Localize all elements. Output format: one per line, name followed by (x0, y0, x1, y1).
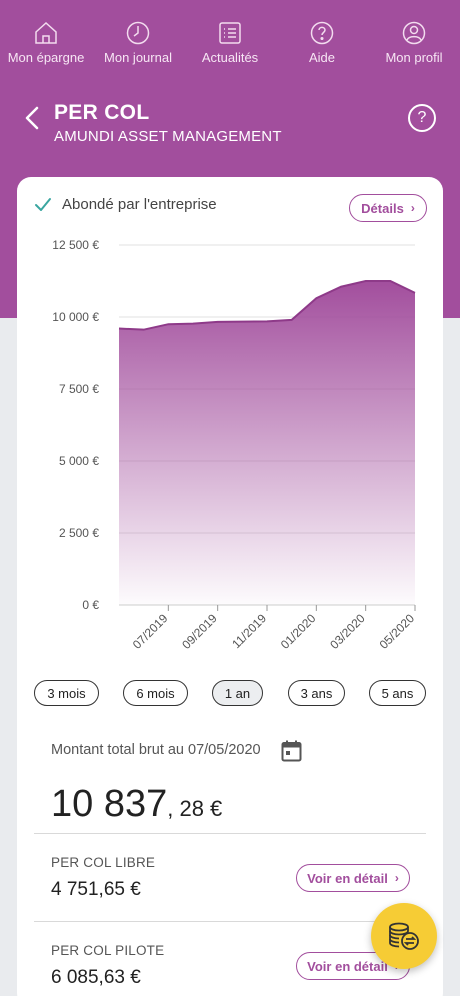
period-3-ans[interactable]: 3 ans (288, 680, 345, 706)
evolution-chart: 0 € 2 500 € 5 000 € 7 500 € 10 000 € 12 500 €… (17, 230, 443, 670)
chevron-right-icon: › (410, 201, 415, 215)
check-icon (35, 197, 51, 211)
divider (34, 833, 426, 834)
nav-item-mon-epargne[interactable]: Mon épargne (0, 0, 92, 72)
nav-item-aide[interactable]: Aide (276, 0, 368, 72)
details-label: Détails (361, 200, 404, 216)
voir-detail-label: Voir en détail (307, 870, 388, 886)
y-tick-label: 7 500 € (59, 382, 99, 396)
nav-label: Mon profil (385, 50, 443, 65)
clock-icon (126, 21, 150, 45)
abonde-text: Abondé par l'entreprise (62, 196, 217, 213)
series-area (119, 281, 415, 605)
y-tick-label: 0 € (82, 598, 99, 612)
abonde-indicator: Abondé par l'entreprise (34, 196, 217, 213)
period-3-mois[interactable]: 3 mois (34, 680, 99, 706)
news-list-icon (219, 22, 241, 44)
fund-value: 6 085,63 € (51, 967, 141, 988)
calendar-icon[interactable] (281, 740, 302, 762)
x-tick-label: 05/2020 (377, 611, 418, 652)
area-chart: 0 € 2 500 € 5 000 € 7 500 € 10 000 € 12 500 €… (52, 238, 418, 652)
fund-name: PER COL PILOTE (51, 943, 165, 958)
x-tick-label: 03/2020 (327, 611, 368, 652)
back-arrow-icon[interactable] (20, 104, 44, 132)
total-label: Montant total brut au 07/05/2020 (51, 742, 261, 758)
x-tick-label: 07/2019 (130, 611, 171, 652)
period-5-ans[interactable]: 5 ans (369, 680, 426, 706)
voir-detail-button[interactable]: Voir en détail › (296, 864, 410, 892)
fund-value: 4 751,65 € (51, 879, 141, 900)
y-tick-label: 2 500 € (59, 526, 99, 540)
divider (34, 921, 426, 922)
coins-exchange-icon (389, 922, 419, 950)
nav-item-mon-journal[interactable]: Mon journal (92, 0, 184, 72)
total-amount: 10 837, 28 € (51, 783, 222, 826)
x-tick-label: 01/2020 (278, 611, 319, 652)
period-selector: 3 mois 6 mois 1 an 3 ans 5 ans (0, 680, 460, 708)
arbitrage-fab[interactable] (371, 903, 437, 969)
top-navigation: Mon épargne Mon journal Actualités Aide … (0, 0, 460, 72)
help-button[interactable]: ? (408, 104, 436, 132)
page-subtitle: AMUNDI ASSET MANAGEMENT (54, 128, 282, 145)
voir-detail-label: Voir en détail (307, 958, 388, 974)
piggy-home-icon (35, 21, 57, 44)
page-title: PER COL (54, 101, 150, 124)
fund-name: PER COL LIBRE (51, 855, 156, 870)
nav-item-actualites[interactable]: Actualités (184, 0, 276, 72)
x-tick-label: 09/2019 (179, 611, 220, 652)
y-tick-label: 5 000 € (59, 454, 99, 468)
nav-item-mon-profil[interactable]: Mon profil (368, 0, 460, 72)
user-circle-icon (402, 21, 426, 45)
total-amount-integer: 10 837 (51, 783, 168, 825)
x-tick-label: 11/2019 (229, 611, 269, 651)
nav-label: Actualités (201, 50, 259, 65)
nav-label: Aide (308, 50, 336, 65)
period-6-mois[interactable]: 6 mois (123, 680, 188, 706)
chevron-right-icon: › (394, 871, 399, 885)
total-amount-decimal: , 28 € (167, 796, 223, 821)
help-circle-icon (310, 21, 334, 45)
period-1-an[interactable]: 1 an (212, 680, 263, 706)
nav-label: Mon journal (104, 50, 172, 65)
nav-label: Mon épargne (7, 50, 85, 65)
y-tick-label: 12 500 € (52, 238, 99, 252)
details-button[interactable]: Détails › (349, 194, 427, 222)
y-tick-label: 10 000 € (52, 310, 99, 324)
